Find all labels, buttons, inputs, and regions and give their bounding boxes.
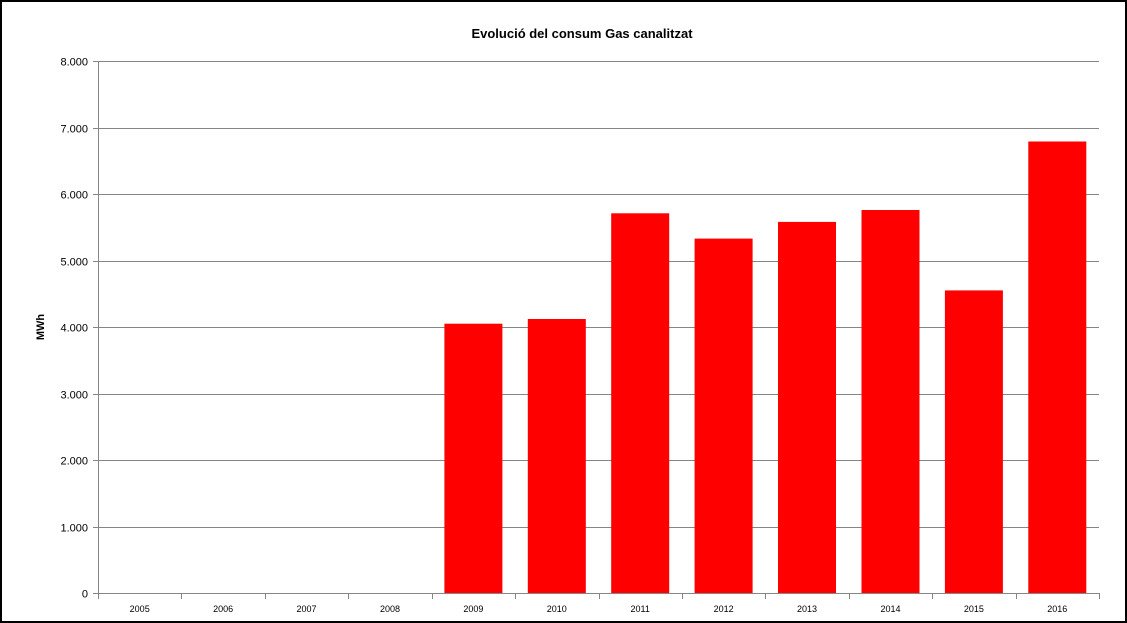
x-tick-label-2009: 2009 (463, 604, 483, 614)
bar-2012 (694, 238, 753, 593)
x-tick-label-2014: 2014 (880, 604, 900, 614)
bar-2013 (778, 221, 836, 593)
y-tick-label-8: 8.000 (60, 57, 88, 69)
x-tick-label-2011: 2011 (631, 604, 650, 614)
bars (444, 141, 1087, 594)
x-tick-labels: 2005 2006 2007 2008 2009 2010 2011 2012 2013 2014… (130, 604, 1068, 614)
y-axis-label: MWh (35, 314, 47, 341)
y-tick-label-3: 3.000 (60, 390, 88, 402)
x-tick-label-2015: 2015 (964, 604, 984, 614)
y-tick-labels: 0 1.000 2.000 3.000 4.000 5.000 6.000 7.000 8.00… (60, 57, 88, 601)
x-tick-label-2007: 2007 (296, 604, 316, 614)
y-tick-label-5: 5.000 (60, 257, 88, 269)
y-tick-label-0: 0 (82, 589, 88, 601)
bar-2016 (1028, 141, 1087, 593)
bar-2011 (611, 213, 670, 594)
y-tick-label-7: 7.000 (60, 124, 88, 136)
x-tick-label-2010: 2010 (547, 604, 567, 614)
y-tick-label-4: 4.000 (60, 323, 88, 335)
x-tick-label-2008: 2008 (380, 604, 400, 614)
axes (93, 61, 1100, 599)
bar-2015 (944, 290, 1003, 593)
bar-2014 (861, 210, 920, 593)
y-tick-label-1: 1.000 (60, 523, 88, 535)
x-tick-label-2006: 2006 (213, 604, 233, 614)
x-tick-label-2013: 2013 (797, 604, 817, 614)
x-tick-label-2016: 2016 (1047, 604, 1067, 614)
bar-2009 (444, 323, 503, 593)
x-tick-label-2005: 2005 (130, 604, 150, 614)
y-tick-label-6: 6.000 (60, 190, 88, 202)
y-tick-label-2: 2.000 (60, 456, 88, 468)
chart-title: Evolució del consum Gas canalitzat (471, 26, 693, 41)
gridlines (98, 61, 1099, 528)
bar-2010 (527, 319, 586, 593)
x-tick-label-2012: 2012 (714, 604, 734, 614)
